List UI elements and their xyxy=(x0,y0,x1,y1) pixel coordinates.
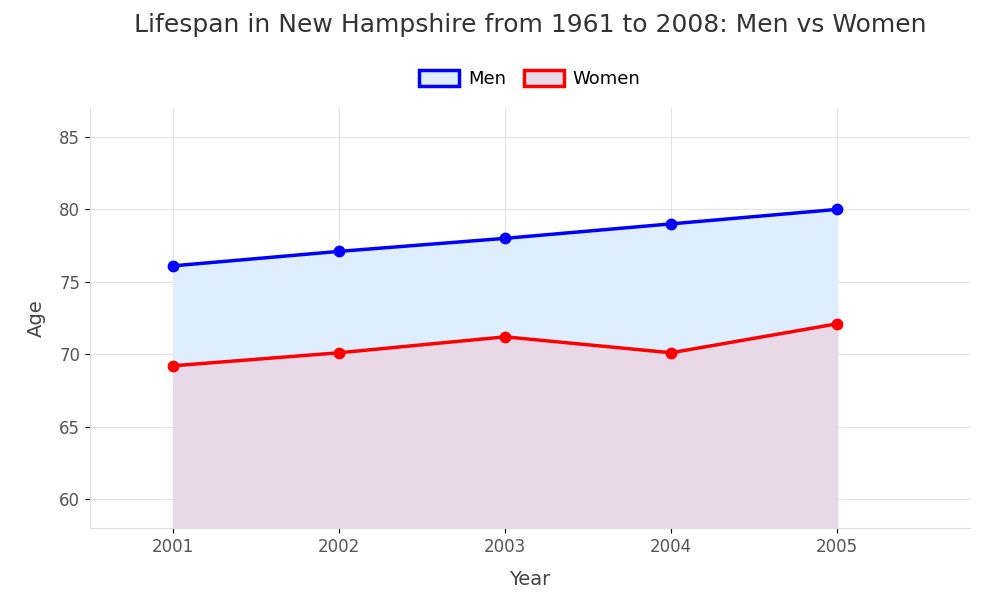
X-axis label: Year: Year xyxy=(509,569,551,589)
Title: Lifespan in New Hampshire from 1961 to 2008: Men vs Women: Lifespan in New Hampshire from 1961 to 2… xyxy=(134,13,926,37)
Y-axis label: Age: Age xyxy=(26,299,45,337)
Legend: Men, Women: Men, Women xyxy=(412,62,648,95)
